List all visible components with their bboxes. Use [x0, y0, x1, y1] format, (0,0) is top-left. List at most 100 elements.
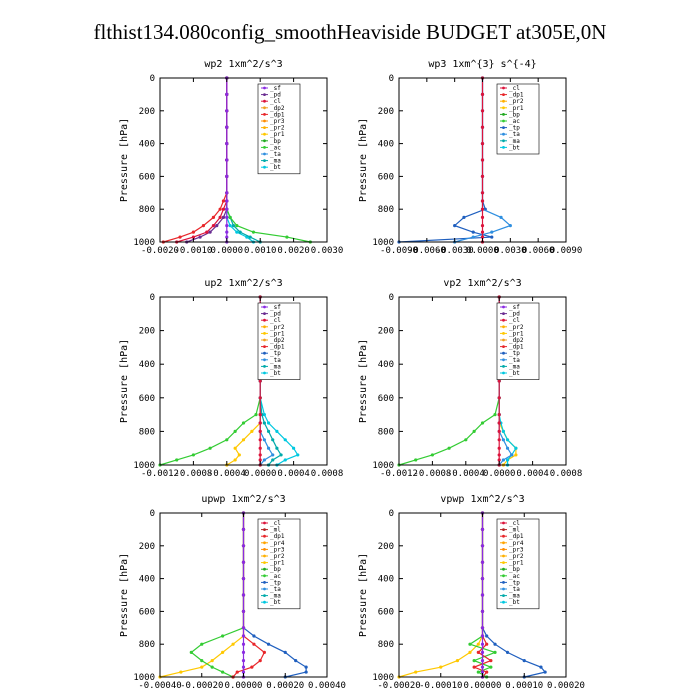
data-point_cl [241, 544, 246, 548]
legend-label: _bp [270, 138, 281, 145]
y-tick-label: 0 [389, 74, 394, 84]
data-point_cl [205, 230, 209, 234]
data-point_ac [228, 215, 232, 219]
x-tick-label: 0.0008 [311, 469, 344, 479]
legend-label: _bt [270, 370, 281, 377]
data-point_pd [215, 224, 219, 228]
data-point_dp1 [235, 670, 239, 674]
data-point_ma [271, 458, 275, 462]
legend-label: _pr3 [270, 118, 285, 125]
legend-label: _ml [270, 527, 281, 534]
legend-marker [502, 554, 505, 558]
y-axis-label: Pressure [hPa] [119, 553, 130, 637]
data-point_dp1 [225, 438, 229, 442]
data-point_cl [480, 199, 485, 203]
legend-label: _pr3 [270, 546, 285, 553]
legend-marker [263, 351, 266, 355]
legend-label: _pr2 [270, 553, 285, 560]
data-point_ac [489, 665, 493, 669]
x-tick-label: 0.0004 [277, 469, 310, 479]
data-point_cl [497, 413, 501, 417]
legend-marker [263, 325, 266, 329]
data-point_dp1 [191, 453, 195, 457]
legend-marker [263, 548, 266, 551]
data-point_dp1 [178, 235, 182, 239]
legend-label: _dp2 [270, 105, 285, 112]
legend-marker [263, 86, 266, 90]
y-axis-label: Pressure [hPa] [358, 118, 369, 202]
data-point_pd [198, 235, 202, 239]
legend-marker [263, 581, 266, 584]
legend-label: _cl [509, 520, 520, 527]
legend-label: _cl [509, 317, 520, 324]
legend-label: _bp [509, 111, 520, 118]
legend-label: _dp1 [509, 92, 524, 99]
chart-panel-5: upwp 1xm^2/s^3 Pressure [hPa] -0.00040-0.0… [119, 494, 346, 691]
data-point_bt [501, 429, 505, 433]
data-point_cl [258, 453, 262, 457]
data-point_cl [480, 634, 485, 638]
data-point_cl [480, 665, 485, 669]
data-point_cl [480, 593, 485, 597]
data-point_pr1 [179, 670, 183, 674]
data-point_bt [505, 458, 510, 462]
y-tick-label: 1000 [372, 673, 394, 683]
legend-label: _cl [270, 317, 281, 324]
legend-marker [502, 106, 505, 110]
chart-panel-1: wp2 1xm^2/s^3 Pressure [hPa] -0.0020-0.001… [119, 59, 343, 256]
data-point_cl [497, 429, 501, 433]
data-point_cl [258, 396, 262, 400]
legend-label: _pr2 [509, 98, 524, 105]
y-tick-label: 600 [378, 607, 394, 617]
legend-marker [502, 146, 505, 149]
y-tick-label: 0 [150, 293, 155, 303]
data-point_tp [304, 665, 308, 669]
data-point_cl [241, 665, 246, 669]
legend-marker [502, 587, 505, 591]
y-tick-label: 200 [139, 107, 155, 117]
data-point_dp1 [258, 659, 262, 663]
data-point_bt [505, 438, 510, 442]
legend-marker [502, 600, 505, 604]
legend-marker [502, 312, 505, 315]
x-tick-label: 0.0090 [550, 246, 583, 256]
data-point_cl [480, 642, 485, 646]
data-point_tp [539, 665, 543, 669]
data-point_cl [241, 593, 246, 597]
x-tick-label: 0.0000 [244, 469, 277, 479]
legend-label: _sf [270, 304, 281, 311]
data-point_sf [225, 235, 229, 239]
data-point_pr1 [476, 642, 480, 646]
data-point_ma [248, 235, 252, 239]
data-point_ta [501, 458, 505, 462]
legend-marker [502, 365, 505, 368]
data-point_cl [258, 446, 262, 450]
data-point_dp1 [191, 230, 195, 234]
data-point_pr1 [250, 429, 254, 433]
y-tick-label: 600 [378, 394, 394, 404]
data-point_ta [262, 458, 266, 462]
legend-label: _pr1 [270, 560, 285, 567]
data-point_tp [471, 230, 475, 234]
data-point_dp1 [208, 446, 212, 450]
y-tick-label: 400 [139, 140, 155, 150]
x-tick-label: 0.00040 [308, 681, 346, 691]
legend-label: _tp [509, 350, 520, 357]
data-point_pr1 [233, 458, 237, 462]
x-tick-label: 0.00000 [225, 681, 263, 691]
legend-label: _dp1 [270, 111, 285, 118]
data-point_ac [221, 670, 225, 674]
data-point_dp1 [221, 199, 226, 203]
data-point_ma [275, 446, 279, 450]
legend-label: _tp [270, 579, 281, 586]
y-tick-label: 400 [378, 360, 394, 370]
y-axis-label: Pressure [hPa] [358, 339, 369, 423]
data-point_ac [493, 650, 497, 655]
data-point_cl [480, 626, 485, 630]
legend-label: _pr2 [270, 324, 285, 331]
data-point_cl [480, 174, 485, 178]
x-tick-label: 0.00000 [464, 681, 502, 691]
data-point_sf [225, 109, 229, 113]
legend-marker [502, 305, 505, 309]
